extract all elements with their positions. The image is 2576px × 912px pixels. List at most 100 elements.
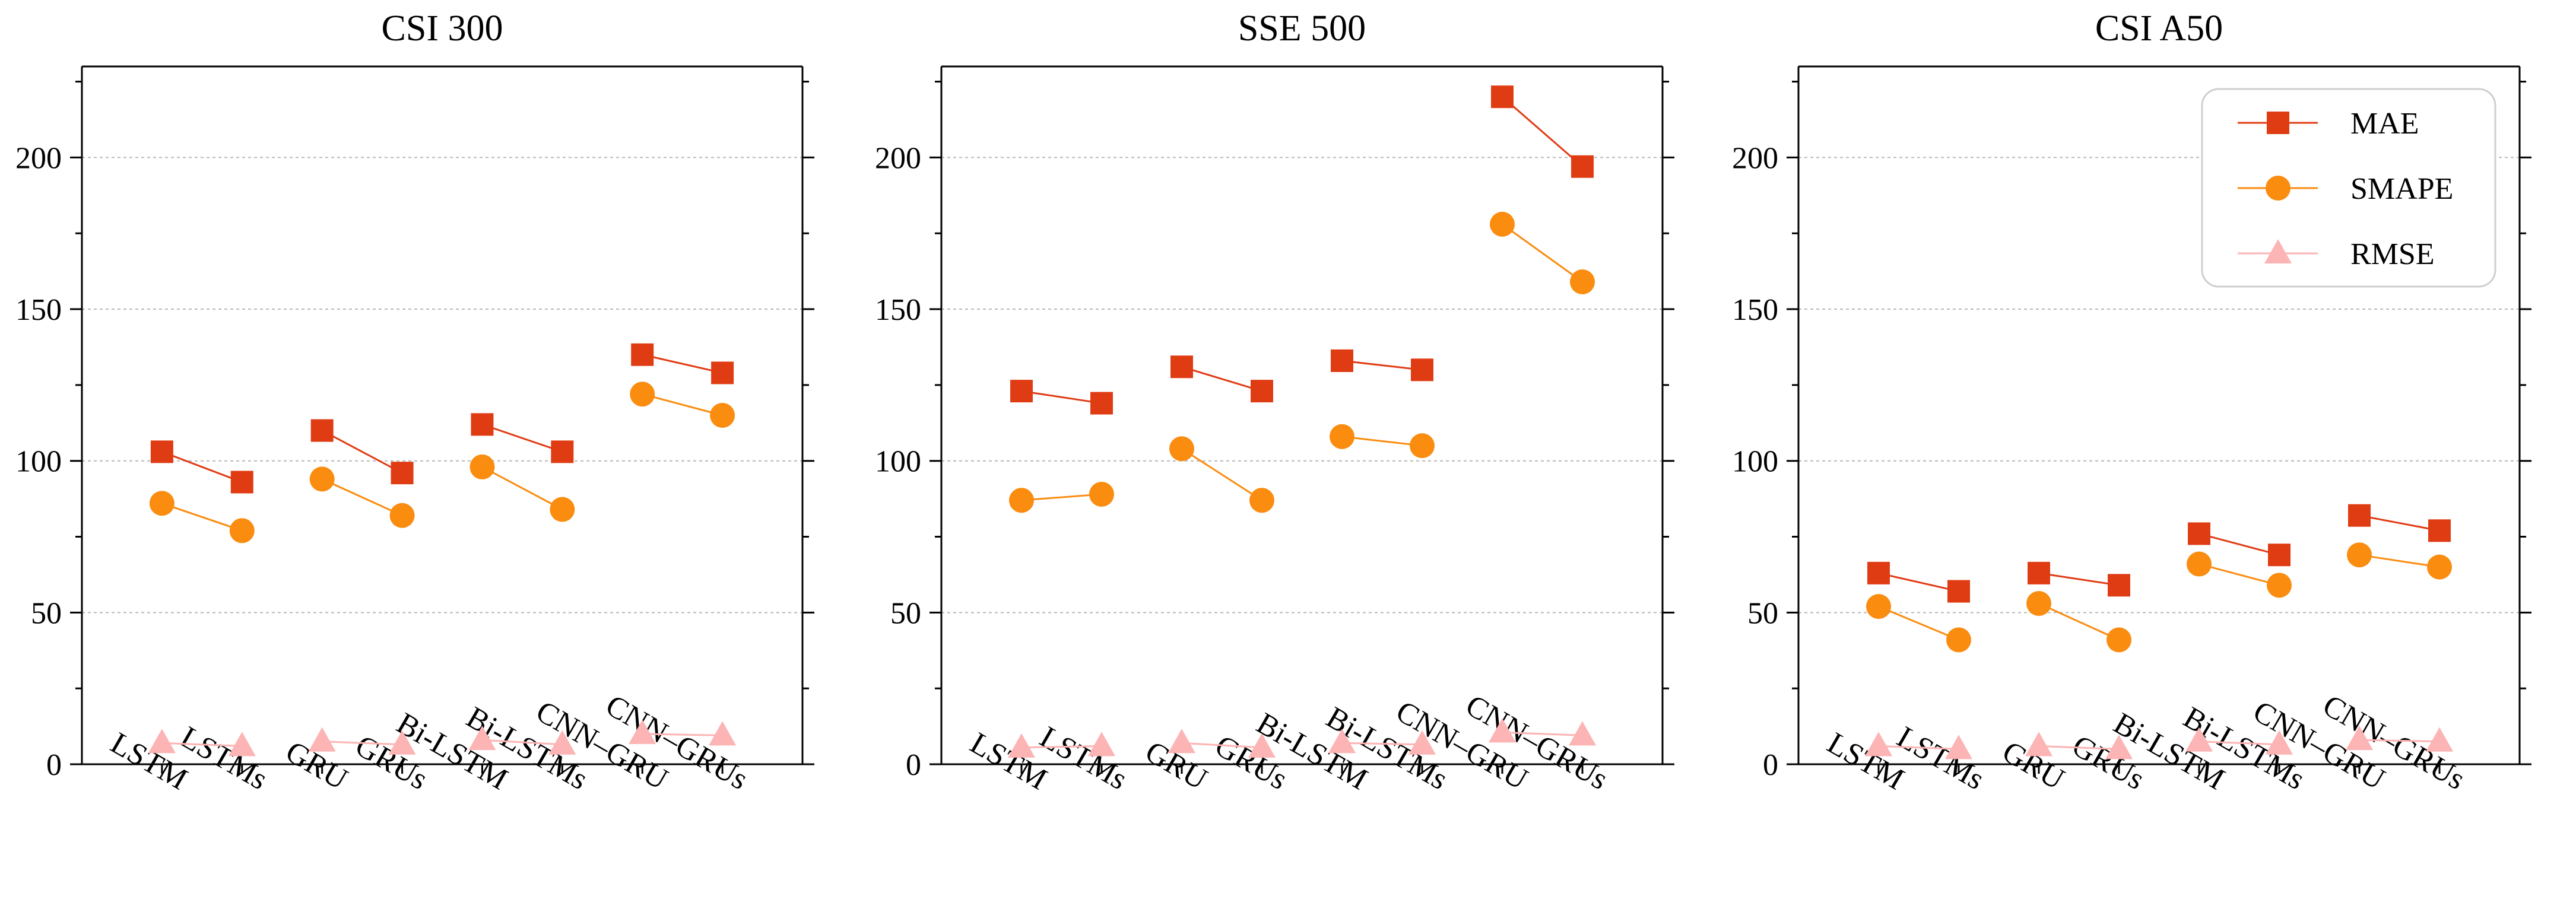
y-tick-label: 0 xyxy=(1763,748,1778,782)
point-mae-lstm xyxy=(150,440,173,463)
legend: MAE SMAPE RMSE xyxy=(2201,88,2496,288)
point-mae-gru xyxy=(1170,355,1193,379)
point-rmse-bi-lstm xyxy=(1328,729,1356,754)
point-mae-cnn-gru xyxy=(631,343,654,366)
point-smape-lstm xyxy=(149,491,175,516)
point-mae-gru xyxy=(2028,561,2050,584)
x-tick-label-lstm: LSTM xyxy=(965,726,1053,797)
point-smape-lstms xyxy=(1089,481,1114,507)
point-smape-grus xyxy=(1249,488,1274,513)
point-rmse-grus xyxy=(1248,733,1276,758)
series-line-smape xyxy=(322,478,403,517)
point-mae-cnn-gru xyxy=(1491,85,1514,109)
point-mae-grus xyxy=(2108,574,2130,597)
point-smape-lstm xyxy=(1009,488,1034,513)
point-rmse-cnn-gru xyxy=(2346,726,2373,751)
point-mae-bi-lstms xyxy=(2268,544,2291,567)
point-mae-bi-lstms xyxy=(551,440,574,463)
point-smape-gru xyxy=(2026,591,2051,617)
point-mae-lstm xyxy=(1867,561,1890,584)
series-line-mae xyxy=(2359,514,2440,532)
point-smape-cnn-gru xyxy=(2347,542,2372,568)
point-rmse-bi-lstms xyxy=(2266,730,2293,755)
legend-marker-rmse xyxy=(2264,239,2292,263)
point-mae-gru xyxy=(310,419,334,442)
series-line-mae xyxy=(481,423,563,453)
series-rmse xyxy=(1865,726,2453,760)
y-tick-label: 100 xyxy=(1732,445,1778,479)
point-rmse-grus xyxy=(2105,735,2133,760)
point-mae-bi-lstm xyxy=(2188,522,2210,545)
legend-label-smape: SMAPE xyxy=(2350,172,2453,206)
point-mae-cnn-grus xyxy=(1571,155,1594,178)
point-smape-lstms xyxy=(1946,627,1971,653)
point-rmse-bi-lstm xyxy=(2185,727,2213,752)
series-rmse xyxy=(148,719,737,757)
series-line-smape xyxy=(1341,436,1423,447)
point-rmse-bi-lstms xyxy=(1408,730,1436,755)
point-smape-cnn-grus xyxy=(2427,554,2452,580)
point-smape-cnn-gru xyxy=(630,382,655,407)
series-line-smape xyxy=(2038,602,2120,641)
point-mae-bi-lstm xyxy=(471,413,494,436)
point-mae-cnn-grus xyxy=(711,361,734,384)
series-line-mae xyxy=(642,354,723,374)
series-line-smape xyxy=(161,502,243,532)
point-mae-lstm xyxy=(1010,380,1033,403)
series-mae xyxy=(150,343,734,494)
point-mae-grus xyxy=(1251,380,1273,403)
point-rmse-bi-lstms xyxy=(548,730,576,755)
series-mae xyxy=(1867,504,2451,603)
series-line-smape xyxy=(1181,447,1262,501)
y-tick-label: 50 xyxy=(1747,596,1778,630)
series-smape xyxy=(149,382,735,544)
series-line-mae xyxy=(2199,532,2280,556)
series-smape xyxy=(1866,542,2452,653)
series-line-rmse xyxy=(642,733,723,736)
series-line-rmse xyxy=(1021,745,1102,749)
y-tick-label: 150 xyxy=(1732,293,1778,327)
point-smape-bi-lstm xyxy=(2187,551,2212,577)
point-smape-gru xyxy=(309,466,335,492)
series-line-mae xyxy=(1021,390,1102,405)
y-tick-label: 0 xyxy=(906,748,921,782)
y-tick-label: 50 xyxy=(31,596,62,630)
chart-title: CSI A50 xyxy=(2095,8,2223,49)
series-smape xyxy=(1009,211,1595,513)
point-mae-grus xyxy=(391,462,414,485)
series-mae xyxy=(1010,85,1594,415)
y-tick-label: 150 xyxy=(875,293,921,327)
point-mae-lstms xyxy=(1090,392,1113,415)
point-rmse-cnn-grus xyxy=(709,721,737,746)
point-rmse-lstms xyxy=(1088,732,1115,757)
point-rmse-lstms xyxy=(228,732,256,757)
point-rmse-gru xyxy=(2025,732,2052,757)
series-line-smape xyxy=(642,393,723,417)
y-tick-label: 100 xyxy=(15,445,62,479)
series-line-smape xyxy=(1502,223,1583,283)
legend-label-rmse: RMSE xyxy=(2350,237,2435,271)
series-line-rmse xyxy=(1502,731,1583,736)
y-tick-label: 200 xyxy=(875,141,921,175)
series-line-rmse xyxy=(1878,745,1959,750)
y-tick-label: 200 xyxy=(15,141,62,175)
x-tick-label-lstms: LSTMs xyxy=(175,720,273,797)
series-line-rmse xyxy=(2199,741,2280,746)
point-rmse-gru xyxy=(1168,729,1195,754)
point-smape-bi-lstms xyxy=(1410,433,1435,459)
point-smape-grus xyxy=(389,503,415,528)
series-line-smape xyxy=(1878,605,1959,641)
point-rmse-lstm xyxy=(1008,733,1035,758)
series-line-rmse xyxy=(1341,742,1423,746)
point-rmse-bi-lstm xyxy=(468,726,496,751)
legend-marker-mae xyxy=(2267,112,2289,134)
x-tick-label-lstm: LSTM xyxy=(105,726,193,797)
series-line-mae xyxy=(1878,572,1959,593)
point-rmse-lstms xyxy=(1945,735,1972,760)
y-tick-label: 150 xyxy=(15,293,62,327)
point-rmse-lstm xyxy=(148,729,176,754)
series-line-rmse xyxy=(1181,742,1262,749)
